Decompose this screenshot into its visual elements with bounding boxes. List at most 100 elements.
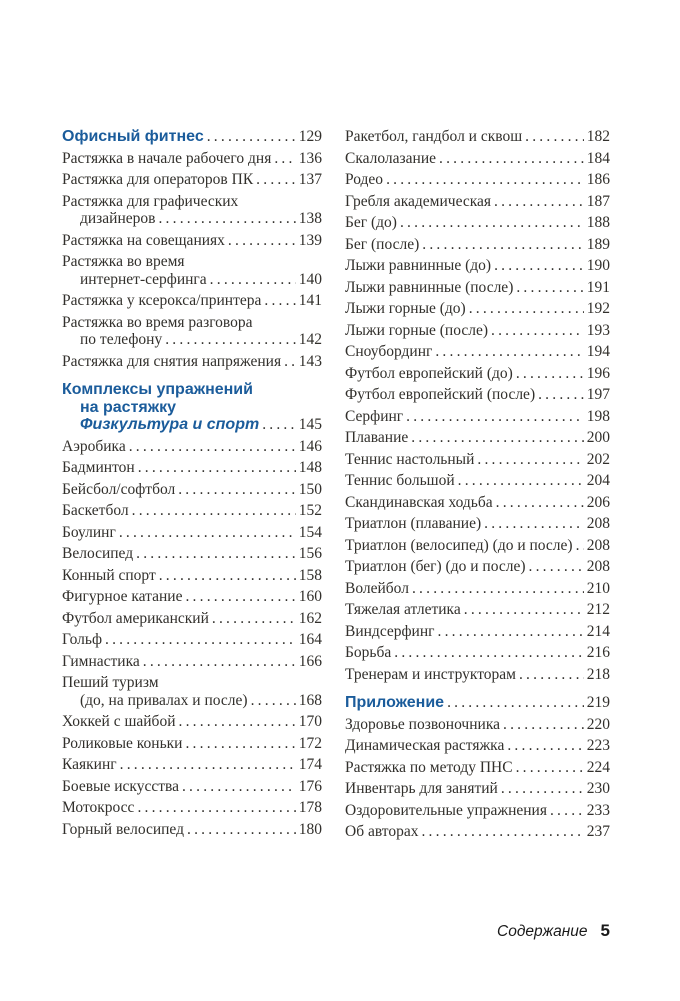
toc-entry-label: Теннис большой <box>345 472 455 489</box>
toc-entry-row: Теннис настольный 202 <box>345 451 610 469</box>
dot-leader <box>133 545 296 563</box>
toc-entry-row: Лыжи равнинные (после) 191 <box>345 279 610 297</box>
section-heading: Приложение 219 <box>345 694 610 712</box>
page-number: 178 <box>298 799 322 816</box>
dot-leader <box>455 472 584 490</box>
toc-entry-row: Триатлон (бег) (до и после) 208 <box>345 558 610 576</box>
toc-entry: Виндсерфинг 214 <box>345 623 610 641</box>
toc-entry-label: Аэробика <box>62 437 126 455</box>
toc-entry-label: дизайнеров <box>80 210 156 227</box>
dot-leader <box>117 756 296 774</box>
dot-leader <box>461 601 584 619</box>
toc-entry-label: Боулинг <box>62 523 116 541</box>
dot-leader <box>547 802 584 820</box>
toc-entry: Оздоровительные упражнения 233 <box>345 802 610 820</box>
toc-entry-row: Триатлон (велосипед) (до и после) 208 <box>345 537 610 555</box>
toc-entry-row: Растяжка на совещаниях 139 <box>62 232 322 250</box>
toc-entry-label: Баскетбол <box>62 502 129 519</box>
section-heading: Комплексы упражнений на растяжку Физкульту… <box>62 381 322 434</box>
dot-leader <box>526 558 584 576</box>
page-number: 202 <box>586 450 610 468</box>
toc-entry-label: Лыжи горные (до) <box>345 300 466 317</box>
toc-entry-row: Велосипед 156 <box>62 545 322 563</box>
page-number: 237 <box>586 823 610 840</box>
toc-entry: Волейбол 210 <box>345 580 610 598</box>
toc-entry-label: Лыжи равнинные (после) <box>345 278 514 296</box>
toc-entry: Гребля академическая 187 <box>345 193 610 211</box>
page-number: 139 <box>298 231 322 249</box>
toc-entry: Растяжка для снятия напряжения 143 <box>62 353 322 371</box>
toc-entry: Инвентарь для занятий 230 <box>345 780 610 798</box>
toc-entry: Каякинг 174 <box>62 756 322 774</box>
page-number: 192 <box>586 300 610 317</box>
toc-entry-label: Триатлон (бег) (до и после) <box>345 558 526 575</box>
toc-entry-label: Растяжка для снятия напряжения <box>62 352 282 370</box>
toc-entry-row: интернет-серфинга 140 <box>62 271 322 289</box>
page-number: 156 <box>298 545 322 562</box>
toc-entry-label: Ракетбол, гандбол и сквош <box>345 128 523 145</box>
page-number: 176 <box>298 777 322 795</box>
dot-leader <box>397 214 584 232</box>
page-number: 212 <box>586 601 610 618</box>
toc-entry-row: Динамическая растяжка 223 <box>345 737 610 755</box>
page-number: 193 <box>586 321 610 339</box>
toc-entry-row: Растяжка в начале рабочего дня 136 <box>62 150 322 168</box>
toc-entry-label: Гимнастика <box>62 652 140 670</box>
toc-entry-row: Горный велосипед 180 <box>62 821 322 839</box>
toc-entry-label: Борьба <box>345 644 392 661</box>
toc-entry: Конный спорт 158 <box>62 567 322 585</box>
toc-entry: Велосипед 156 <box>62 545 322 563</box>
toc-entry-label: (до, на привалах и после) <box>80 691 248 709</box>
toc-entry-label: Тяжелая атлетика <box>345 601 461 618</box>
dot-leader <box>134 799 295 817</box>
toc-entry-label: Растяжка во время <box>62 253 185 270</box>
toc-entry-label: Растяжка для операторов ПК <box>62 171 254 188</box>
toc-entry-label: Сноубординг <box>345 343 433 360</box>
page-number: 194 <box>586 343 610 360</box>
toc-entry-label: Бейсбол/софтбол <box>62 480 176 498</box>
page-number: 187 <box>586 192 610 210</box>
page-number: 140 <box>298 270 322 288</box>
toc-entry-label: Скандинавская ходьба <box>345 493 493 511</box>
toc-entry: Серфинг 198 <box>345 408 610 426</box>
toc-entry: Хоккей с шайбой 170 <box>62 713 322 731</box>
dot-leader <box>135 459 296 477</box>
page-number: 191 <box>586 278 610 296</box>
toc-entry-row: Офисный фитнес 129 <box>62 128 322 146</box>
page-number: 208 <box>586 558 610 575</box>
toc-entry: Лыжи равнинные (до) 190 <box>345 257 610 275</box>
page-number: 220 <box>586 715 610 733</box>
page-footer: Содержание 5 <box>497 921 610 941</box>
page-number: 208 <box>586 515 610 532</box>
page-number: 233 <box>586 801 610 819</box>
toc-entry: Бег (после) 189 <box>345 236 610 254</box>
dot-leader <box>418 823 583 841</box>
dot-leader <box>253 171 296 189</box>
dot-leader <box>474 451 583 469</box>
toc-entry-label: Фигурное катание <box>62 588 183 605</box>
toc-entry-label: Офисный фитнес <box>62 128 204 145</box>
toc-entry: Растяжка по методу ПНС 224 <box>345 759 610 777</box>
toc-entry-label: Растяжка во время разговора <box>62 313 253 331</box>
toc-entry-row: Футбол европейский (после) 197 <box>345 386 610 404</box>
dot-leader <box>102 631 296 649</box>
toc-entry: Бейсбол/софтбол 150 <box>62 481 322 499</box>
dot-leader <box>535 386 584 404</box>
page-number: 158 <box>298 566 322 584</box>
page-number: 138 <box>298 210 322 227</box>
toc-entry: Футбол американский 162 <box>62 610 322 628</box>
page-number: 210 <box>586 579 610 597</box>
toc-entry-label: Лыжи равнинные (до) <box>345 257 492 274</box>
toc-entry-label: Растяжка для графических <box>62 192 239 210</box>
page-number: 148 <box>298 459 322 476</box>
toc-entry-label: Гольф <box>62 631 102 648</box>
toc-entry-row: Скалолазание 184 <box>345 150 610 168</box>
toc-entry: Растяжка в начале рабочего дня 136 <box>62 150 322 168</box>
dot-leader <box>383 171 584 189</box>
toc-entry: Динамическая растяжка 223 <box>345 737 610 755</box>
toc-entry-label: Тренерам и инструкторам <box>345 665 516 683</box>
toc-entry-row: Бег (до) 188 <box>345 214 610 232</box>
page-number: 154 <box>298 523 322 541</box>
dot-leader <box>391 644 584 662</box>
